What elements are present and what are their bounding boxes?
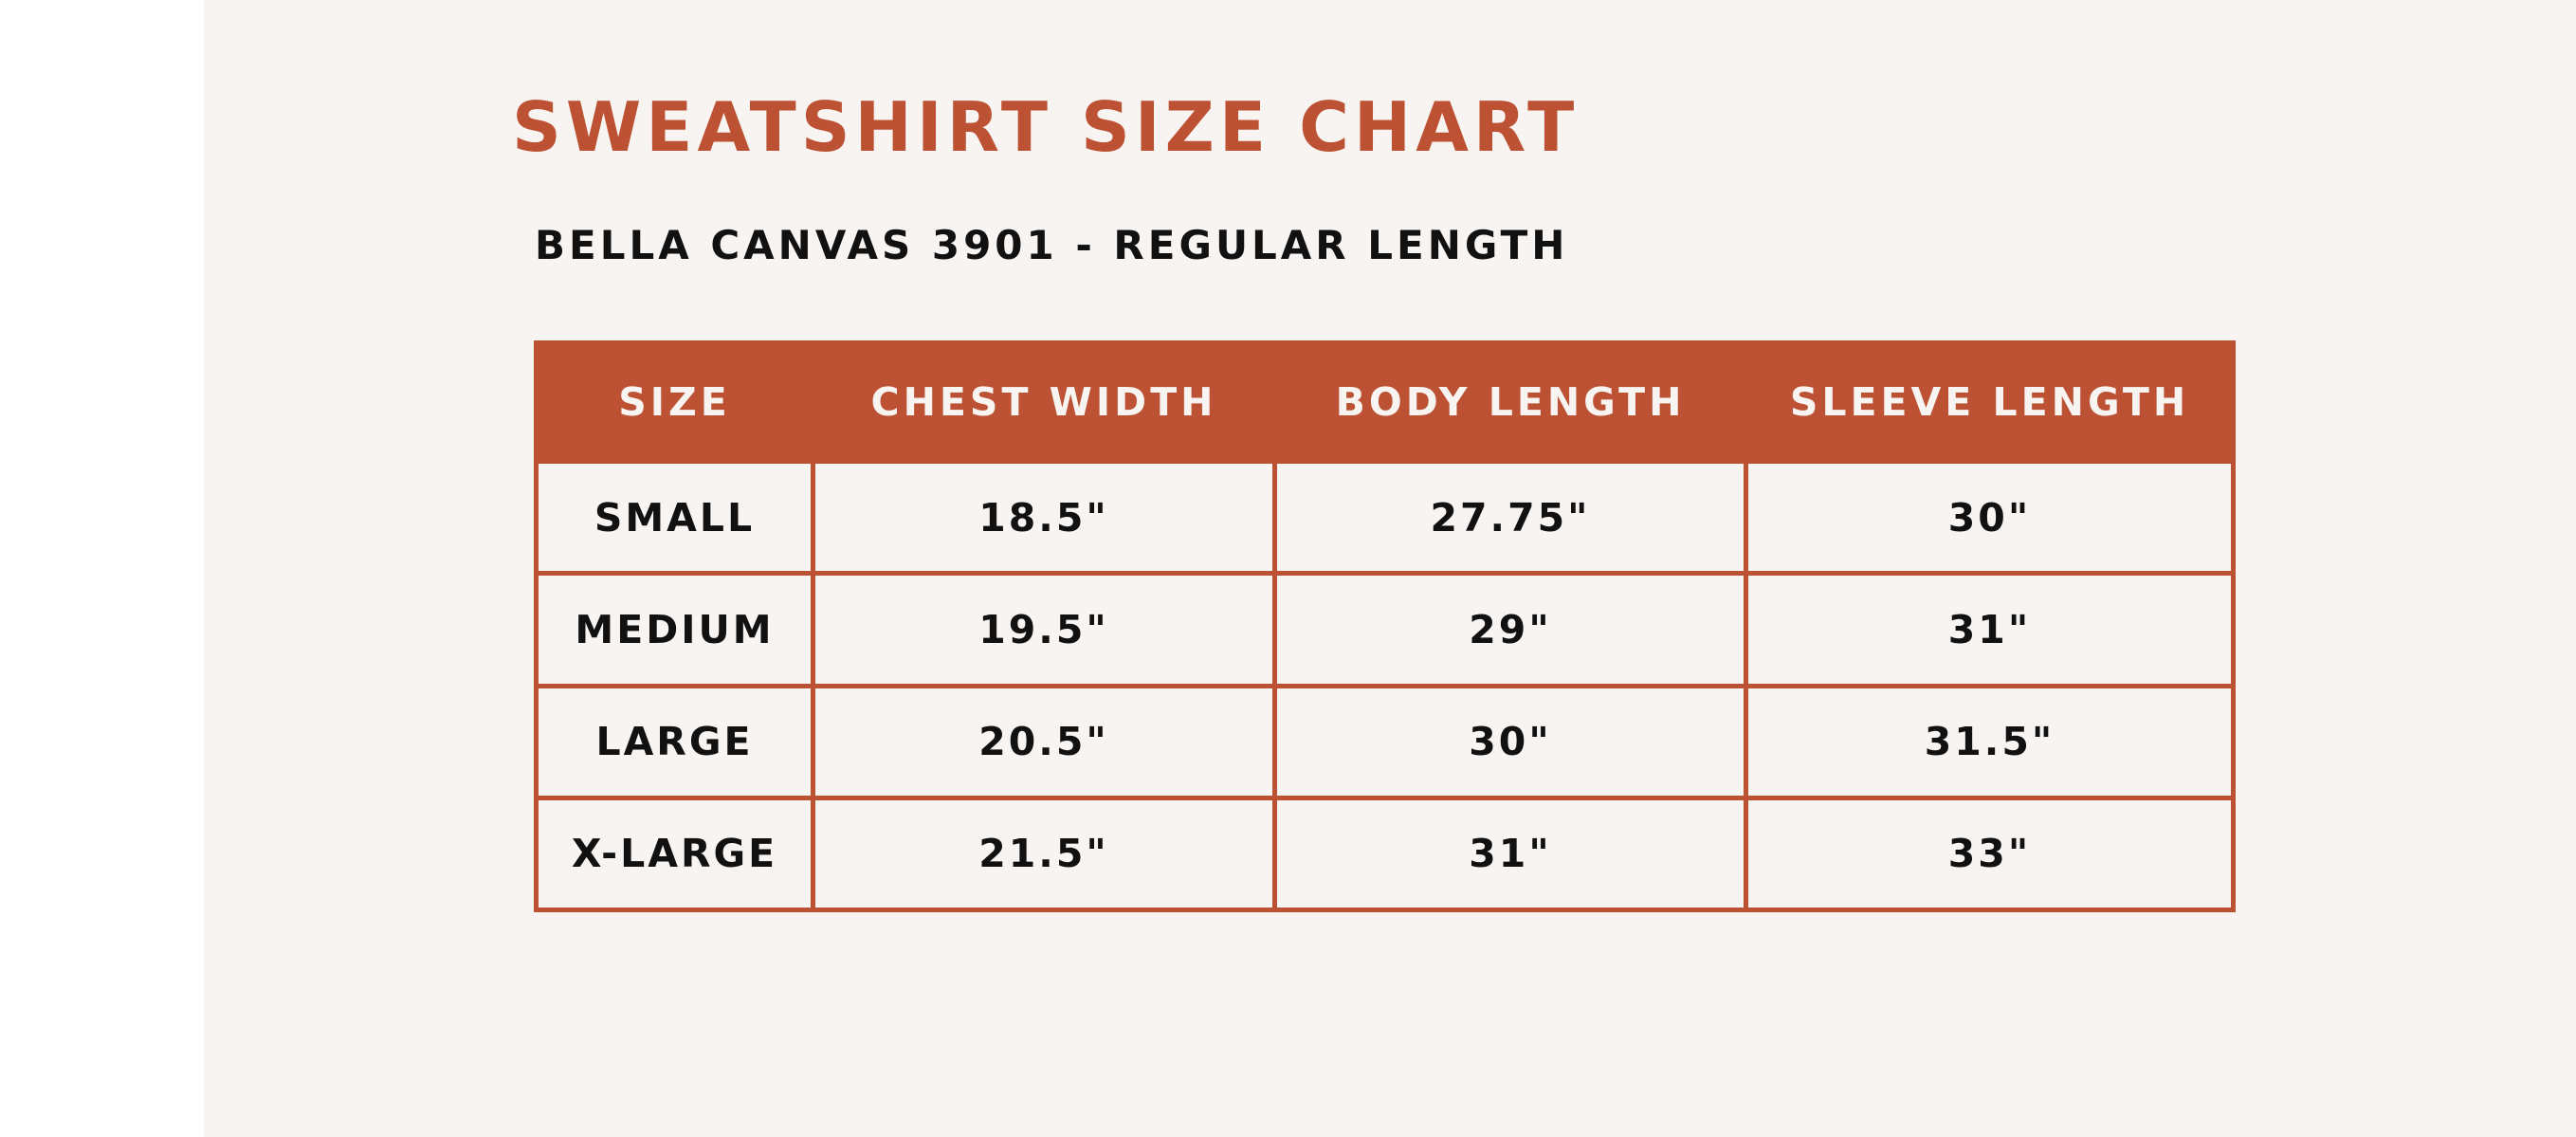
header-size: SIZE xyxy=(534,340,815,464)
cell-size: SMALL xyxy=(534,458,815,577)
page-title: SWEATSHIRT SIZE CHART xyxy=(512,87,1580,167)
header-chest-width: CHEST WIDTH xyxy=(811,340,1277,464)
cell-body-length: 30" xyxy=(1272,683,1748,800)
cell-chest-width: 18.5" xyxy=(811,458,1277,577)
cell-chest-width: 19.5" xyxy=(811,571,1277,688)
cell-body-length: 29" xyxy=(1272,571,1748,688)
header-body-length: BODY LENGTH xyxy=(1272,340,1748,464)
cell-size: X-LARGE xyxy=(534,795,815,913)
cell-sleeve-length: 31.5" xyxy=(1744,683,2236,800)
cell-sleeve-length: 33" xyxy=(1744,795,2236,913)
cell-body-length: 27.75" xyxy=(1272,458,1748,577)
table-row: MEDIUM 19.5" 29" 31" xyxy=(534,571,2236,688)
page-subtitle: BELLA CANVAS 3901 - REGULAR LENGTH xyxy=(535,222,1569,268)
table-row: SMALL 18.5" 27.75" 30" xyxy=(534,458,2236,577)
cell-sleeve-length: 30" xyxy=(1744,458,2236,577)
cell-chest-width: 20.5" xyxy=(811,683,1277,800)
cell-chest-width: 21.5" xyxy=(811,795,1277,913)
table-row: LARGE 20.5" 30" 31.5" xyxy=(534,683,2236,800)
table-row: X-LARGE 21.5" 31" 33" xyxy=(534,795,2236,913)
header-sleeve-length: SLEEVE LENGTH xyxy=(1744,340,2236,464)
size-chart-table: SIZE CHEST WIDTH BODY LENGTH SLEEVE LENG… xyxy=(534,340,2236,913)
cell-body-length: 31" xyxy=(1272,795,1748,913)
cell-size: LARGE xyxy=(534,683,815,800)
cell-size: MEDIUM xyxy=(534,571,815,688)
table-header-row: SIZE CHEST WIDTH BODY LENGTH SLEEVE LENG… xyxy=(534,340,2236,464)
cell-sleeve-length: 31" xyxy=(1744,571,2236,688)
